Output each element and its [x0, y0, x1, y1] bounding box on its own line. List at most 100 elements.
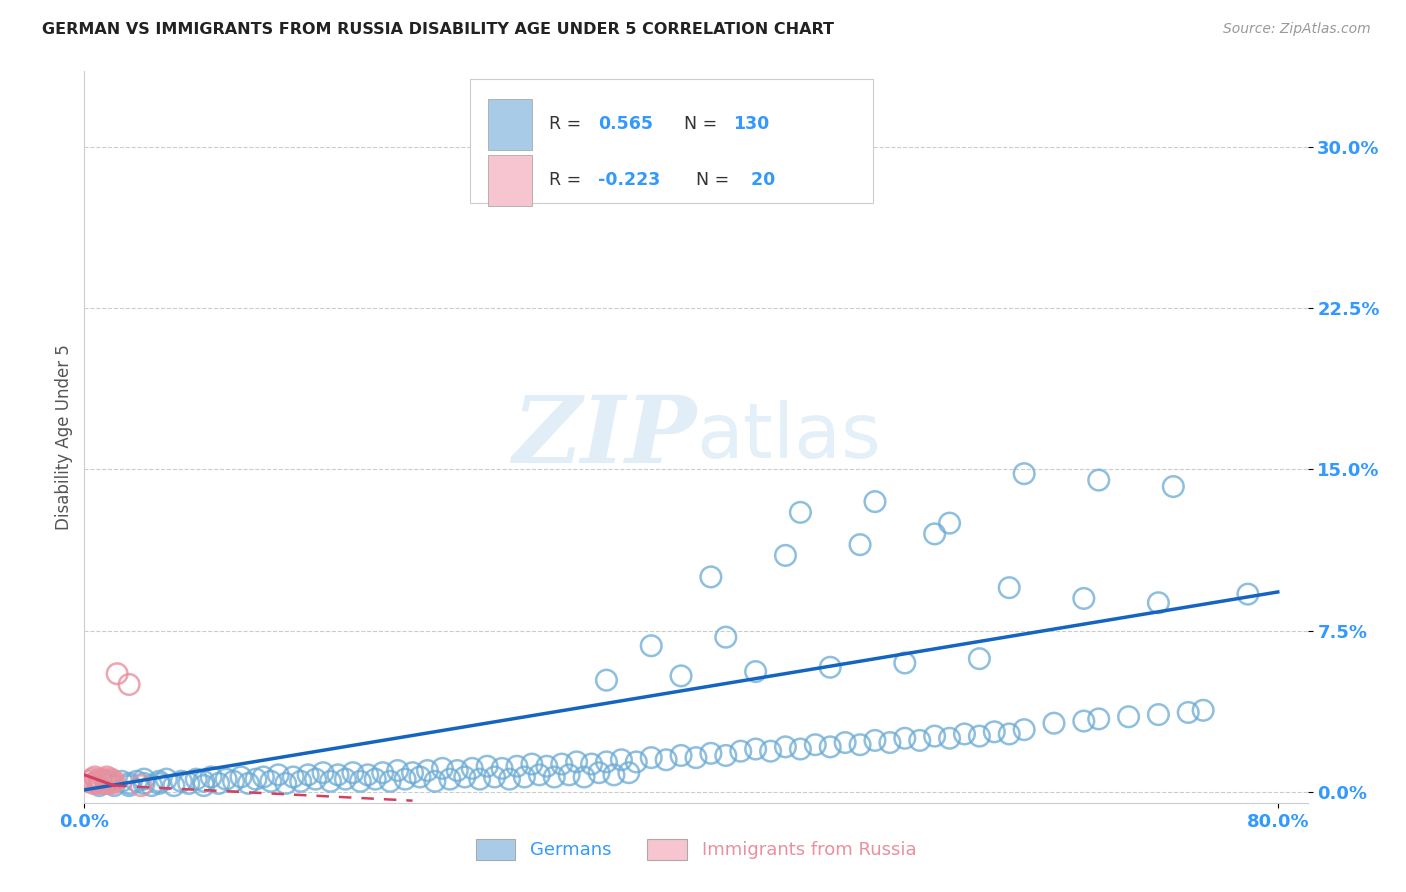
Point	[132, 776, 155, 790]
Point	[804, 738, 827, 752]
Point	[879, 735, 901, 749]
Point	[1147, 707, 1170, 722]
Point	[91, 776, 114, 790]
Point	[491, 761, 513, 775]
Point	[155, 772, 177, 786]
Point	[484, 770, 506, 784]
Point	[640, 639, 662, 653]
Point	[983, 724, 1005, 739]
Point	[423, 774, 446, 789]
Point	[558, 768, 581, 782]
Point	[1237, 587, 1260, 601]
Point	[775, 739, 797, 754]
Point	[349, 774, 371, 789]
Text: N =: N =	[683, 115, 717, 134]
Point	[364, 772, 387, 786]
Point	[572, 770, 595, 784]
Point	[177, 776, 200, 790]
Point	[84, 774, 107, 789]
Point	[640, 750, 662, 764]
Point	[409, 770, 432, 784]
Point	[103, 774, 125, 789]
Point	[513, 770, 536, 784]
Point	[90, 774, 112, 789]
Text: 130: 130	[733, 115, 769, 134]
Point	[669, 748, 692, 763]
Point	[498, 772, 520, 786]
Text: N =: N =	[696, 171, 730, 189]
Point	[700, 747, 723, 761]
Point	[595, 755, 617, 769]
Point	[446, 764, 468, 778]
Point	[1192, 703, 1215, 717]
FancyBboxPatch shape	[470, 78, 873, 203]
Point	[714, 748, 737, 763]
Point	[565, 755, 588, 769]
Text: -0.223: -0.223	[598, 171, 661, 189]
Text: 20: 20	[745, 171, 775, 189]
Point	[245, 772, 267, 786]
Point	[938, 731, 960, 746]
Point	[1177, 706, 1199, 720]
Point	[267, 768, 290, 782]
Point	[371, 765, 394, 780]
Point	[863, 494, 886, 508]
Point	[105, 666, 128, 681]
Point	[953, 727, 976, 741]
Point	[1012, 723, 1035, 737]
Point	[163, 779, 186, 793]
Point	[260, 774, 283, 789]
Point	[93, 772, 115, 786]
Point	[100, 772, 122, 786]
Point	[536, 759, 558, 773]
Point	[207, 776, 229, 790]
Point	[252, 770, 274, 784]
Point	[101, 776, 124, 790]
Point	[759, 744, 782, 758]
Point	[1043, 716, 1066, 731]
Point	[141, 779, 163, 793]
Point	[82, 776, 104, 790]
Point	[1087, 473, 1109, 487]
Point	[1012, 467, 1035, 481]
Point	[894, 656, 917, 670]
Point	[1073, 591, 1095, 606]
Point	[603, 768, 626, 782]
Point	[132, 772, 155, 786]
Point	[335, 772, 357, 786]
Point	[87, 776, 110, 790]
Point	[655, 753, 678, 767]
Point	[342, 765, 364, 780]
Point	[863, 733, 886, 747]
Point	[588, 765, 610, 780]
Point	[80, 772, 103, 786]
Point	[432, 761, 454, 775]
Point	[290, 774, 312, 789]
Point	[89, 772, 111, 786]
Point	[96, 770, 118, 784]
Point	[849, 538, 872, 552]
Point	[529, 768, 551, 782]
Point	[610, 753, 633, 767]
Point	[304, 772, 326, 786]
Point	[215, 772, 238, 786]
Point	[617, 765, 640, 780]
Point	[454, 770, 477, 784]
Bar	[488, 99, 531, 150]
Point	[789, 742, 811, 756]
Point	[475, 759, 498, 773]
Point	[148, 774, 170, 789]
Point	[849, 738, 872, 752]
Point	[775, 549, 797, 563]
Point	[1087, 712, 1109, 726]
Point	[581, 757, 603, 772]
Point	[714, 630, 737, 644]
Point	[1073, 714, 1095, 728]
Point	[326, 768, 349, 782]
Point	[998, 581, 1021, 595]
Bar	[488, 155, 531, 206]
Point	[685, 750, 707, 764]
Point	[969, 729, 991, 743]
Point	[148, 776, 170, 790]
Point	[380, 774, 402, 789]
